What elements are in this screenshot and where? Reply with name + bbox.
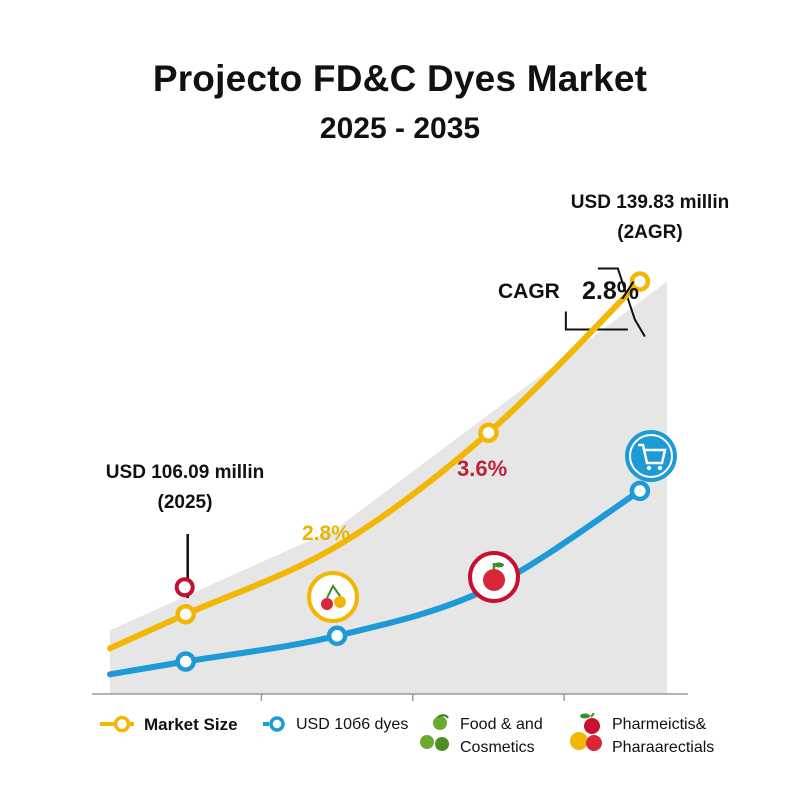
legend-pharma-label: Pharmeictis& Pharaarectials [612, 713, 714, 759]
pharma-fruit-icon [570, 713, 602, 751]
series-2-point-2 [326, 625, 348, 647]
legend-food-line-2: Cosmetics [460, 739, 535, 756]
chart-subtitle: 2025 - 2035 [319, 112, 481, 145]
start-annotation: USD 106.09 millin (2025) [85, 458, 285, 518]
growth-rate-label-1: 2.8% [302, 522, 350, 545]
peas-icon [420, 714, 449, 751]
end-sub-label: (2AGR) [617, 222, 683, 243]
legend-food: Food & and Cosmetics [418, 713, 543, 759]
legend-usd-dyes-label: USD 10б6 dyes [296, 716, 409, 733]
legend-usd-dyes-swatch [263, 716, 285, 732]
apple-icon [468, 551, 520, 603]
cagr-label: CAGR [498, 280, 560, 303]
legend-food-line-1: Food & and [460, 716, 543, 733]
start-value-label: USD 106.09 millin [105, 462, 265, 483]
growth-rate-label-2: 3.6% [457, 456, 508, 481]
legend-pharma-line-1: Pharmeictis& [612, 716, 707, 733]
end-annotation: USD 139.83 millin (2AGR) [540, 188, 760, 248]
x-axis-ticks [260, 694, 565, 701]
series-1-point-4 [629, 271, 651, 292]
legend-food-label: Food & and Cosmetics [460, 713, 543, 759]
legend-market-size-swatch [100, 715, 134, 733]
legend-pharma-line-2: Pharaarectials [612, 739, 715, 756]
series-1-point-1 [175, 603, 196, 625]
series-line-1 [107, 278, 643, 652]
series-1-point-3 [478, 422, 499, 443]
legend-pharma: Pharmeictis& Pharaarectials [568, 713, 714, 759]
legend-usd-dyes: USD 10б6 dyes [262, 713, 408, 736]
chart-title: Projecto FD&C Dyes Market [152, 58, 648, 99]
end-value-label: USD 139.83 millin [570, 192, 730, 213]
legend-market-size-label: Market Size [144, 715, 238, 734]
cagr-value: 2.8% [582, 277, 639, 305]
legend-market-size: Market Size [98, 713, 238, 736]
series-2-point-1 [175, 651, 196, 672]
series-2-point-4 [629, 480, 651, 502]
start-year-label: (2025) [157, 492, 213, 513]
cart-icon [625, 430, 677, 482]
start-marker [174, 577, 195, 598]
fruit-icon [307, 571, 359, 623]
